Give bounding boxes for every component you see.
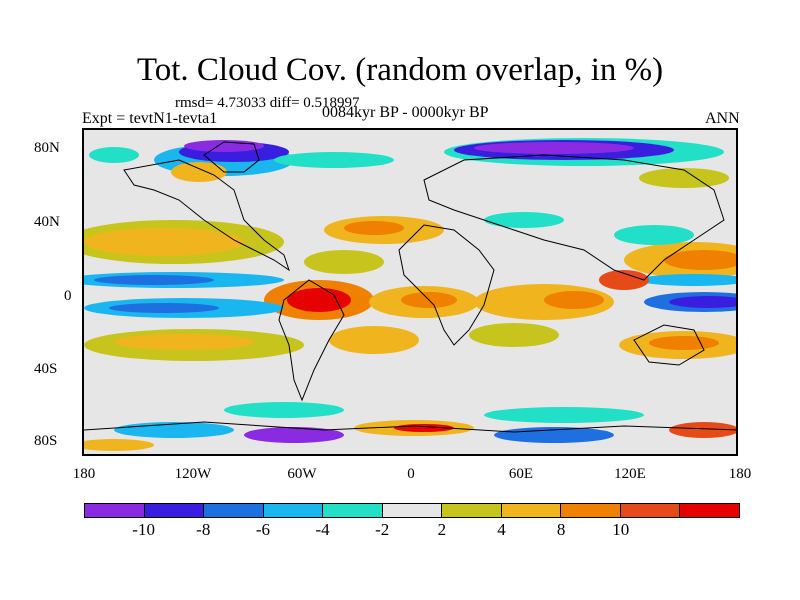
x-tick-label: 120E <box>614 466 646 482</box>
y-tick-label: 80N <box>34 140 60 156</box>
stats-label: rmsd= 4.73033 diff= 0.518997 <box>175 95 360 111</box>
y-tick-label: 80S <box>34 433 58 449</box>
colorbar-segment <box>561 504 621 517</box>
colorbar-label: 4 <box>497 520 506 539</box>
x-tick-label: 60W <box>287 466 317 482</box>
experiment-label: Expt = tevtN1-tevta1 <box>82 110 218 127</box>
x-tick-label: 180 <box>72 466 96 482</box>
colorbar-segment <box>620 504 681 517</box>
colorbar-segment <box>204 504 264 517</box>
colorbar-label: -8 <box>196 520 211 539</box>
map-plot-area <box>82 128 738 456</box>
x-tick-label: 120W <box>174 466 212 482</box>
colorbar-segment <box>442 504 502 517</box>
colorbar-segment <box>501 504 562 517</box>
x-tick-label: 60E <box>508 466 534 482</box>
colorbar-segment <box>680 504 740 517</box>
chart-title: Tot. Cloud Cov. (random overlap, in %) <box>136 52 664 88</box>
colorbar-segment <box>85 504 145 517</box>
colorbar-label: -4 <box>315 520 330 539</box>
y-tick-label: 40N <box>34 214 60 230</box>
colorbar <box>84 503 740 518</box>
colorbar-label: 2 <box>437 520 447 539</box>
anomaly-map <box>84 138 736 451</box>
anomaly-field <box>84 138 736 451</box>
y-tick-label: 40S <box>34 361 58 377</box>
colorbar-label: 8 <box>556 520 566 539</box>
season-label: ANN <box>705 110 740 127</box>
x-tick-label: 180 <box>728 466 752 482</box>
period-label: 0084kyr BP - 0000kyr BP <box>322 104 489 121</box>
colorbar-label: -6 <box>255 520 270 539</box>
colorbar-segment <box>382 504 443 517</box>
x-tick-label: 0 <box>407 466 415 482</box>
colorbar-label: -2 <box>375 520 390 539</box>
colorbar-label: 10 <box>612 520 630 539</box>
colorbar-segment <box>144 504 205 517</box>
colorbar-segment <box>263 504 324 517</box>
y-tick-label: 0 <box>64 288 72 304</box>
coastlines <box>84 141 736 433</box>
colorbar-segment <box>323 504 383 517</box>
colorbar-label: -10 <box>132 520 155 539</box>
